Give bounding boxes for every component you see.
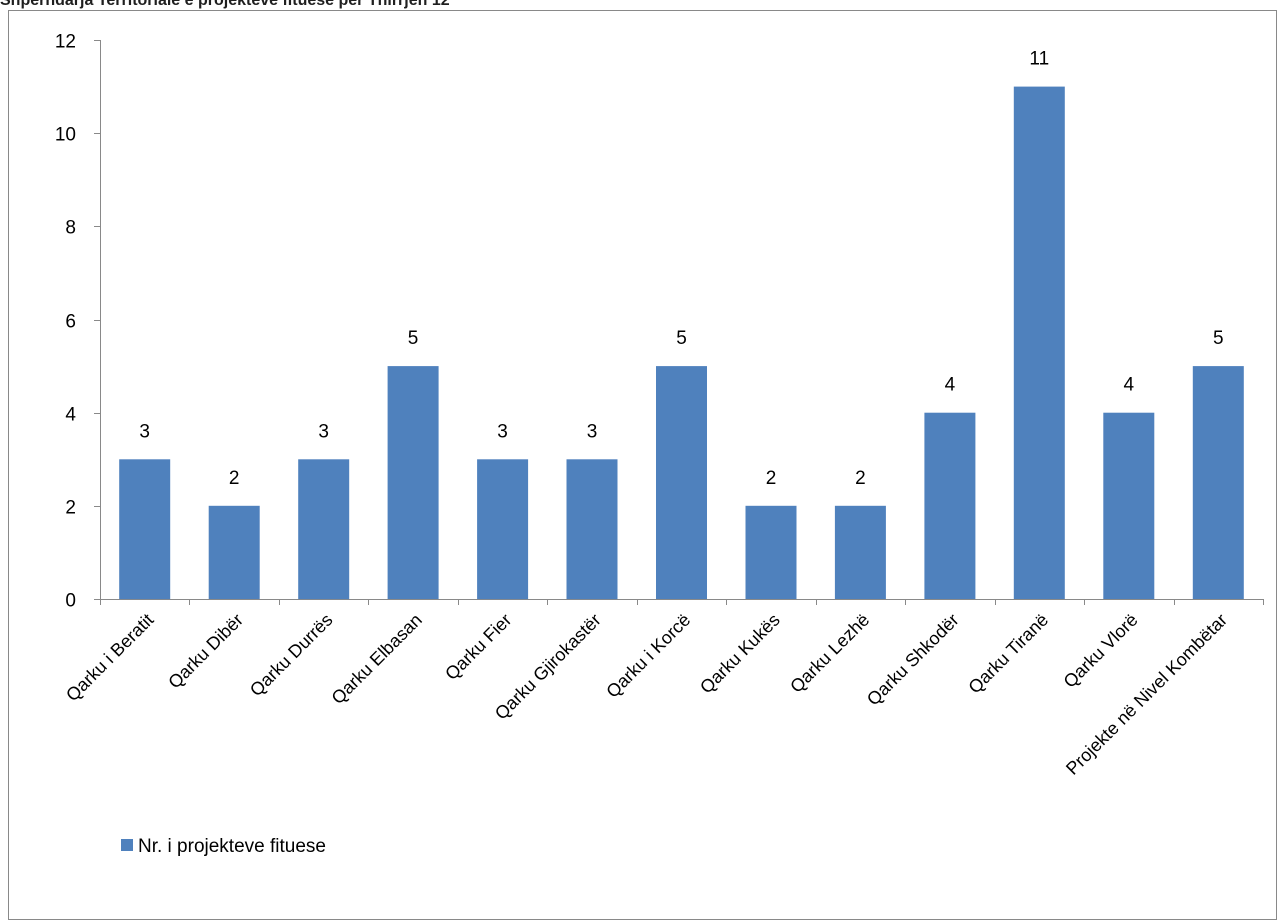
bar (387, 366, 439, 599)
y-axis-tick-labels: 0 2 4 6 8 10 12 (55, 32, 77, 612)
bar (477, 459, 529, 600)
y-tick-label: 8 (65, 218, 76, 239)
x-tick-label: Projekte në Nivel Kombëtar (1062, 610, 1231, 779)
data-label: 3 (318, 421, 329, 442)
x-tick-label: Qarku Shkodër (863, 610, 963, 710)
bar (566, 459, 618, 600)
bar (1013, 86, 1065, 600)
data-label: 2 (855, 468, 866, 489)
data-label: 4 (1124, 375, 1135, 396)
data-label: 2 (229, 468, 240, 489)
data-label: 5 (1213, 328, 1224, 349)
axes (94, 40, 1264, 605)
x-tick-label: Qarku Tiranë (964, 610, 1052, 698)
bar (208, 505, 260, 599)
bar (119, 459, 171, 600)
bar (1192, 366, 1244, 599)
data-label: 2 (766, 468, 777, 489)
legend-label: Nr. i projekteve fituese (138, 836, 326, 857)
x-tick-label: Qarku i Korcë (602, 610, 694, 702)
x-tick-label: Qarku i Beratit (62, 610, 157, 705)
legend-swatch (121, 839, 133, 851)
x-tick-label: Qarku Vlorë (1060, 610, 1142, 692)
chart-area (8, 10, 1277, 920)
y-tick-label: 6 (65, 312, 76, 333)
data-label: 4 (945, 375, 956, 396)
data-label: 5 (676, 328, 687, 349)
y-tick-label: 0 (65, 591, 76, 612)
bar (1103, 412, 1155, 599)
x-tick-label: Qarku Fier (441, 610, 515, 684)
x-tick-label: Qarku Dibër (164, 610, 247, 693)
chart-title: Shpërndarja Territoriale e projekteve fi… (0, 0, 450, 9)
data-label: 11 (1029, 49, 1049, 70)
bar (298, 459, 350, 600)
bar (834, 505, 886, 599)
data-labels: 3 2 3 5 3 3 5 2 2 4 11 4 5 (139, 49, 1223, 489)
y-tick-label: 4 (65, 405, 76, 426)
bar (745, 505, 797, 599)
legend: Nr. i projekteve fituese (121, 836, 326, 857)
x-tick-label: Qarku Durrës (246, 610, 337, 701)
bar (924, 412, 976, 599)
data-label: 3 (139, 421, 150, 442)
y-tick-label: 12 (55, 32, 76, 53)
y-tick-label: 2 (65, 498, 76, 519)
x-tick-label: Qarku Kukës (696, 610, 784, 698)
y-tick-label: 10 (55, 125, 76, 146)
x-tick-label: Qarku Lezhë (786, 610, 873, 697)
data-label: 5 (408, 328, 419, 349)
bar (656, 366, 707, 599)
bars (119, 86, 1244, 600)
data-label: 3 (587, 421, 598, 442)
data-label: 3 (497, 421, 508, 442)
x-tick-label: Qarku Elbasan (328, 610, 426, 708)
